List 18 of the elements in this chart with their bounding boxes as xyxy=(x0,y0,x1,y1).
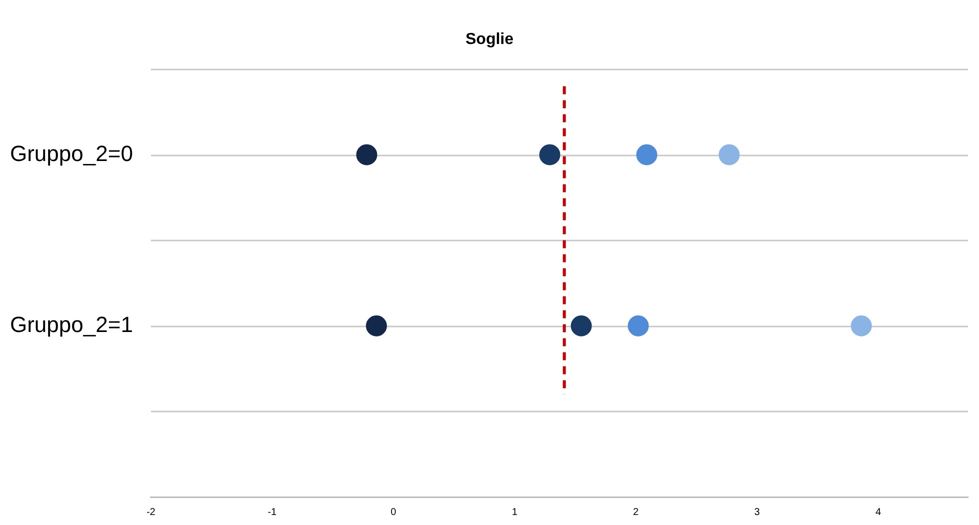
x-tick-label: -2 xyxy=(146,506,156,518)
x-tick-label: 2 xyxy=(633,506,640,518)
y-tick-label: Gruppo_2=0 xyxy=(10,140,133,166)
chart-title: Soglie xyxy=(465,31,514,48)
point xyxy=(718,144,740,166)
x-tick-label: 1 xyxy=(512,506,518,518)
point xyxy=(366,315,387,336)
point xyxy=(539,144,560,166)
x-tick-label: 0 xyxy=(390,506,397,518)
point xyxy=(636,144,658,166)
x-tick-label: 3 xyxy=(754,506,760,518)
x-tick-label: -1 xyxy=(268,506,278,518)
y-tick-label: Gruppo_2=1 xyxy=(10,312,133,337)
point xyxy=(628,315,649,336)
x-tick-label: 4 xyxy=(876,506,882,518)
point xyxy=(356,144,378,166)
point xyxy=(570,315,592,336)
point xyxy=(850,315,872,336)
